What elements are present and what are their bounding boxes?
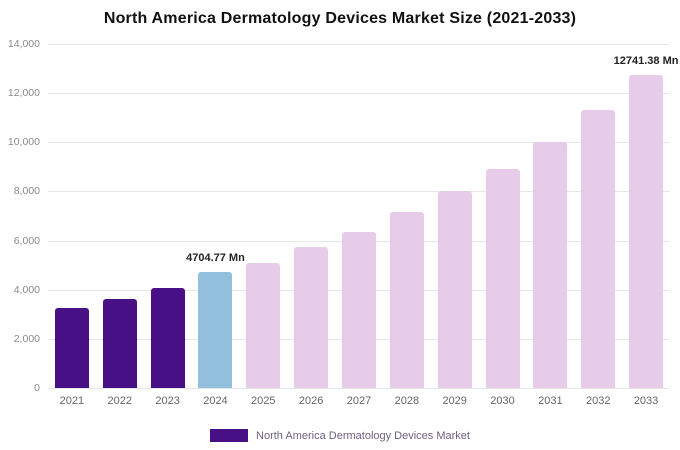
bar-2028[interactable] [389, 212, 424, 388]
y-axis-tick-label: 14,000 [7, 38, 40, 50]
y-axis-tick-label: 0 [34, 382, 40, 394]
y-axis-tick-label: 8,000 [13, 185, 40, 198]
x-axis-tick-label: 2028 [394, 395, 420, 407]
y-axis-tick-label: 10,000 [7, 136, 40, 149]
gridline [48, 388, 670, 389]
bar-2026[interactable] [294, 247, 329, 388]
legend[interactable]: North America Dermatology Devices Market [0, 429, 680, 442]
x-axis-tick-label: 2030 [490, 395, 515, 407]
gridline [48, 191, 670, 193]
x-axis-tick-label: 2021 [59, 395, 85, 407]
x-axis-tick-label: 2031 [538, 395, 563, 407]
bar-2027[interactable] [342, 231, 376, 388]
y-axis-tick-label: 2,000 [13, 332, 40, 345]
bar-2030[interactable] [485, 169, 520, 388]
gridline [48, 44, 670, 45]
bar-2024[interactable] [198, 272, 233, 388]
plot-area: 0 2,000 4,000 6,000 8,000 10,000 12,000 14,000 2… [8, 38, 679, 407]
x-axis-tick-label: 2022 [107, 395, 132, 407]
x-axis-tick-label: 2033 [633, 395, 659, 407]
gridline [48, 142, 670, 144]
bar-2033[interactable] [629, 74, 664, 388]
bar-2025[interactable] [246, 262, 281, 388]
value-label-2033: 12741.38 Mn [613, 54, 679, 67]
x-axis-tick-label: 2032 [585, 395, 611, 407]
value-label-2024: 4704.77 Mn [186, 252, 245, 265]
bar-2021[interactable] [54, 308, 89, 388]
y-axis-tick-label: 4,000 [13, 283, 40, 296]
legend-label: North America Dermatology Devices Market [256, 429, 470, 442]
bar-2022[interactable] [102, 299, 137, 388]
y-axis-tick-label: 12,000 [7, 87, 40, 100]
bar-2029[interactable] [437, 191, 472, 388]
x-axis-tick-label: 2026 [298, 395, 324, 407]
y-axis-tick-label: 6,000 [13, 234, 40, 247]
chart-title: North America Dermatology Devices Market… [103, 10, 577, 27]
bar-2032[interactable] [581, 110, 616, 388]
x-axis-tick-label: 2025 [251, 395, 276, 407]
x-axis-tick-label: 2024 [203, 395, 228, 407]
x-axis-tick-label: 2029 [442, 395, 467, 407]
x-axis-tick-label: 2027 [346, 395, 372, 407]
bar-2031[interactable] [533, 142, 568, 388]
x-axis-tick-label: 2023 [155, 395, 180, 407]
legend-swatch [210, 429, 249, 442]
bar-2023[interactable] [150, 287, 185, 388]
gridline [48, 93, 670, 95]
